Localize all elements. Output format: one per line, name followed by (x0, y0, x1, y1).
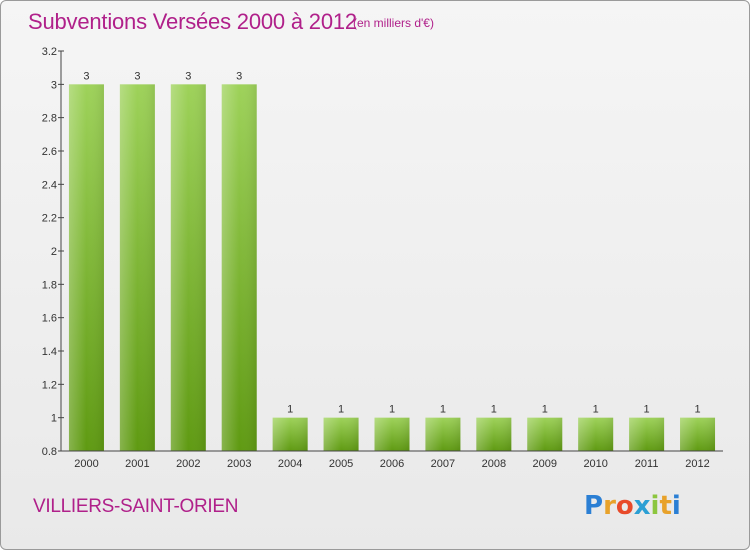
logo-letter: i (650, 491, 660, 521)
bar-shine-2006 (374, 417, 410, 451)
logo-letter: o (615, 491, 634, 521)
y-tick-label-2.2: 2.2 (42, 213, 57, 225)
bar-shine-2012 (680, 417, 716, 451)
x-tick-label-2008: 2008 (482, 458, 506, 470)
value-label-2006: 1 (389, 404, 395, 416)
logo-letter: t (659, 491, 672, 521)
x-tick-label-2006: 2006 (380, 458, 404, 470)
y-tick-label-1.6: 1.6 (42, 313, 57, 325)
x-tick-label-2000: 2000 (74, 458, 98, 470)
logo-letter: P (584, 491, 604, 521)
bar-shine-2004 (272, 417, 308, 451)
bar-shine-2003 (221, 84, 257, 451)
value-label-2008: 1 (491, 404, 497, 416)
bar-shine-2011 (629, 417, 665, 451)
axes-group: 2000 2001 2002 2003 2004 2005 2006 2007 2008 2009… (42, 46, 723, 470)
bar-shine-2008 (476, 417, 512, 451)
x-tick-label-2009: 2009 (533, 458, 557, 470)
x-tick-label-2004: 2004 (278, 458, 302, 470)
bar-shine-2001 (119, 84, 155, 451)
value-label-2000: 3 (83, 70, 89, 82)
value-label-2003: 3 (236, 70, 242, 82)
x-tick-label-2002: 2002 (176, 458, 200, 470)
value-label-2001: 3 (134, 70, 140, 82)
commune-name: VILLIERS-SAINT-ORIEN (33, 496, 239, 517)
bar-shine-2010 (578, 417, 614, 451)
y-tick-label-2.4: 2.4 (42, 179, 57, 191)
y-tick-label-2.8: 2.8 (42, 113, 57, 125)
x-tick-label-2007: 2007 (431, 458, 455, 470)
logo-letter: x (633, 491, 651, 521)
proxiti-logo[interactable]: Proxiti (584, 491, 681, 521)
bar-shine-2007 (425, 417, 461, 451)
value-label-2012: 1 (694, 404, 700, 416)
y-tick-label-1: 1 (51, 413, 57, 425)
x-tick-label-2005: 2005 (329, 458, 353, 470)
y-tick-label-0.8: 0.8 (42, 446, 57, 458)
value-label-2010: 1 (593, 404, 599, 416)
y-tick-label-1.8: 1.8 (42, 279, 57, 291)
value-label-2005: 1 (338, 404, 344, 416)
x-tick-label-2011: 2011 (635, 458, 659, 470)
bar-shine-2005 (323, 417, 359, 451)
x-tick-label-2012: 2012 (685, 458, 709, 470)
value-label-2004: 1 (287, 404, 293, 416)
value-label-2002: 3 (185, 70, 191, 82)
logo-letter: r (603, 491, 616, 521)
x-tick-label-2001: 2001 (125, 458, 149, 470)
bar-shine-2002 (170, 84, 206, 451)
bar-shine-2009 (527, 417, 563, 451)
bars-group: 3 3 3 3 1 1 1 1 1 1 1 1 1 (68, 70, 716, 451)
unit-note: (en milliers d'€) (353, 16, 434, 30)
y-tick-label-3.2: 3.2 (42, 46, 57, 58)
logo-letter: i (671, 491, 681, 521)
value-label-2009: 1 (542, 404, 548, 416)
y-tick-label-3: 3 (51, 79, 57, 91)
x-tick-label-2003: 2003 (227, 458, 251, 470)
value-label-2011: 1 (644, 404, 650, 416)
value-label-2007: 1 (440, 404, 446, 416)
bar-shine-2000 (68, 84, 104, 451)
y-tick-label-2.6: 2.6 (42, 146, 57, 158)
y-tick-label-1.4: 1.4 (42, 346, 57, 358)
y-tick-label-1.2: 1.2 (42, 379, 57, 391)
y-tick-label-2: 2 (51, 246, 57, 258)
chart-title: Subventions Versées 2000 à 2012 (28, 9, 357, 34)
x-tick-label-2010: 2010 (583, 458, 607, 470)
